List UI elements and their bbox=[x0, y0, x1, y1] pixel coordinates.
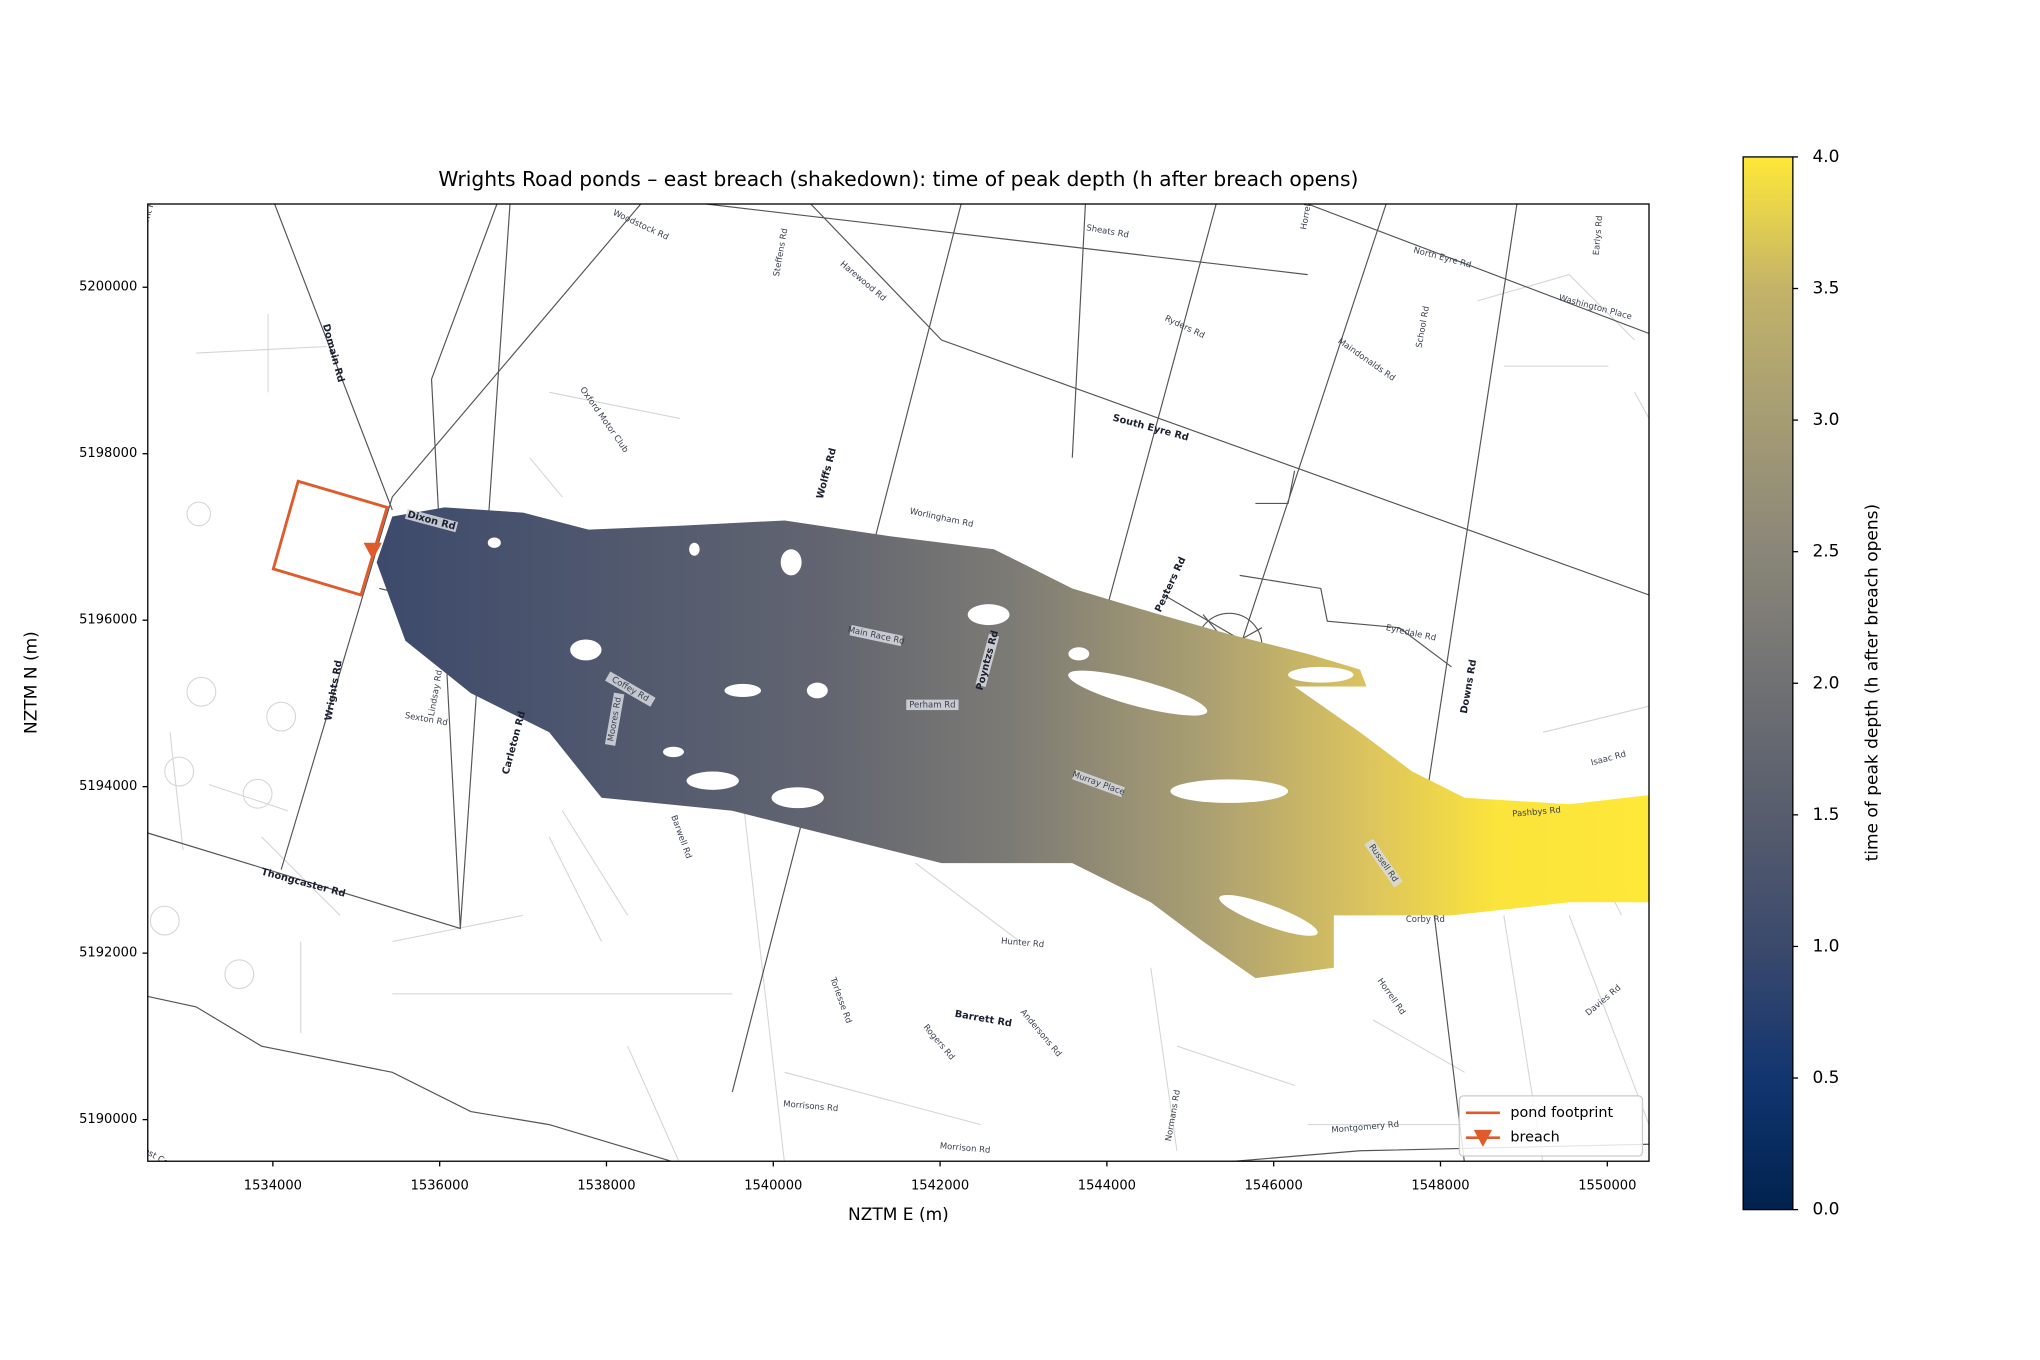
colorbar-label: time of peak depth (h after breach opens… bbox=[1863, 504, 1883, 862]
road-label: Morrisons Rd bbox=[783, 1099, 839, 1114]
y-tick-label: 5190000 bbox=[79, 1112, 137, 1127]
x-tick-label: 1546000 bbox=[1245, 1179, 1303, 1194]
road-label-box bbox=[975, 633, 1000, 688]
road-label-box bbox=[404, 508, 459, 533]
colorbar-tick-label: 2.0 bbox=[1812, 673, 1839, 693]
legend-label: breach bbox=[1510, 1130, 1559, 1146]
colorbar bbox=[1742, 156, 1794, 1211]
road-label: Ryders Rd bbox=[1163, 314, 1206, 341]
road-label: North Eyre Rd bbox=[1412, 246, 1472, 271]
axes-frame bbox=[147, 203, 1650, 1162]
x-tick-label: 1538000 bbox=[577, 1179, 635, 1194]
colorbar-tick-label: 4.0 bbox=[1812, 147, 1839, 167]
pond-footprint bbox=[271, 479, 389, 597]
road-label: Isaac Rd bbox=[1590, 749, 1627, 768]
legend-marker bbox=[1473, 1129, 1493, 1147]
y-tick-label: 5196000 bbox=[79, 613, 137, 628]
road-label-box bbox=[849, 624, 903, 647]
road-label: Maindonalds Rd bbox=[1336, 337, 1397, 384]
road-label: Old West Coast Rd bbox=[120, 1134, 193, 1182]
x-tick-label: 1550000 bbox=[1578, 1179, 1636, 1194]
y-tick-label: 5192000 bbox=[79, 946, 137, 961]
colorbar-tick-label: 1.5 bbox=[1812, 805, 1839, 825]
road-label: Harewood Rd bbox=[838, 259, 888, 303]
road-label: Pesters Rd bbox=[1153, 555, 1188, 614]
road-label: Andersons Rd bbox=[1018, 1008, 1063, 1059]
road-label: Barrett Rd bbox=[954, 1009, 1013, 1030]
road-label: Horrell Rd bbox=[1375, 977, 1407, 1017]
x-tick-label: 1540000 bbox=[744, 1179, 802, 1194]
x-tick-label: 1536000 bbox=[411, 1179, 469, 1194]
road-label: Washington Place bbox=[1558, 293, 1633, 322]
legend-label: pond footprint bbox=[1510, 1105, 1613, 1121]
chart-title: Wrights Road ponds – east breach (shaked… bbox=[438, 167, 1358, 191]
road-label: Steffens Rd bbox=[772, 228, 790, 278]
x-tick-label: 1544000 bbox=[1078, 1179, 1136, 1194]
road-label: Corby Rd bbox=[1406, 915, 1445, 925]
colorbar-tick-label: 2.5 bbox=[1812, 542, 1839, 562]
road-label: Rogers Rd bbox=[921, 1023, 956, 1063]
road-label-box bbox=[906, 699, 959, 711]
road-label: Davies Rd bbox=[1584, 983, 1623, 1018]
colorbar-tick-label: 3.0 bbox=[1812, 410, 1839, 430]
x-tick-label: 1542000 bbox=[911, 1179, 969, 1194]
road-label: Earlys Rd bbox=[1592, 215, 1605, 256]
y-tick-label: 5198000 bbox=[79, 446, 137, 461]
road-label: Sexton Rd bbox=[404, 711, 449, 728]
road-label: Barwell Rd bbox=[668, 814, 693, 860]
road-label: Oxford Motor Club bbox=[577, 385, 630, 454]
legend: pond footprint breach bbox=[1458, 1095, 1644, 1157]
road-label: Pashbys Rd bbox=[1512, 805, 1561, 819]
road-label: School Rd bbox=[1415, 305, 1432, 348]
road-label: Hunter Rd bbox=[1001, 936, 1045, 950]
x-axis-label: NZTM E (m) bbox=[848, 1205, 949, 1225]
colorbar-tick-label: 3.5 bbox=[1812, 279, 1839, 299]
road-label: Morrison Rd bbox=[939, 1141, 990, 1155]
y-axis-label: NZTM N (m) bbox=[21, 631, 41, 734]
road-label: Woodstock Rd bbox=[611, 208, 670, 243]
road-label: Carleton Rd bbox=[501, 710, 528, 776]
road-label: Montgomery Rd bbox=[1331, 1120, 1400, 1136]
minor-roads bbox=[149, 274, 1649, 1162]
y-tick-label: 5200000 bbox=[79, 280, 137, 295]
road-label: Torlesse Rd bbox=[827, 975, 853, 1025]
road-label: Worlingham Rd bbox=[909, 507, 975, 530]
road-label: Downs Rd bbox=[1459, 659, 1479, 715]
road-label-box bbox=[605, 671, 656, 707]
legend-box bbox=[1458, 1095, 1644, 1157]
road-label: Wolffs Rd bbox=[815, 447, 839, 500]
y-tick-label: 5194000 bbox=[79, 779, 137, 794]
road-label: Lindsay Rd bbox=[427, 669, 445, 717]
road-label-box bbox=[1072, 769, 1125, 798]
road-label: Domain Rd bbox=[320, 323, 346, 384]
colorbar-tick-label: 0.0 bbox=[1812, 1200, 1839, 1220]
colorbar-tick-label: 0.5 bbox=[1812, 1068, 1839, 1088]
road-label: Eyredale Rd bbox=[1385, 623, 1437, 643]
x-tick-label: 1534000 bbox=[244, 1179, 302, 1194]
road-label: Thongcaster Rd bbox=[260, 867, 347, 900]
flood-extent bbox=[376, 507, 1649, 979]
road-label-box bbox=[604, 692, 625, 746]
road-label: South Eyre Rd bbox=[1111, 413, 1190, 444]
road-label-box bbox=[1364, 838, 1403, 888]
road-label: Burnt Hill Rd bbox=[139, 180, 162, 234]
breach-marker bbox=[363, 542, 382, 560]
x-tick-label: 1548000 bbox=[1411, 1179, 1469, 1194]
road-label: Perham Rd bbox=[909, 700, 955, 710]
colorbar-tick-label: 1.0 bbox=[1812, 936, 1839, 956]
road-label: Wrights Rd bbox=[323, 659, 344, 721]
map-area: Burnt Hill Rd Woodstock Rd Steffens Rd Hare… bbox=[120, 180, 1649, 1182]
road-label: Normans Rd bbox=[1164, 1089, 1183, 1142]
flood-holes bbox=[487, 537, 1354, 936]
road-label: Sheats Rd bbox=[1085, 223, 1129, 240]
